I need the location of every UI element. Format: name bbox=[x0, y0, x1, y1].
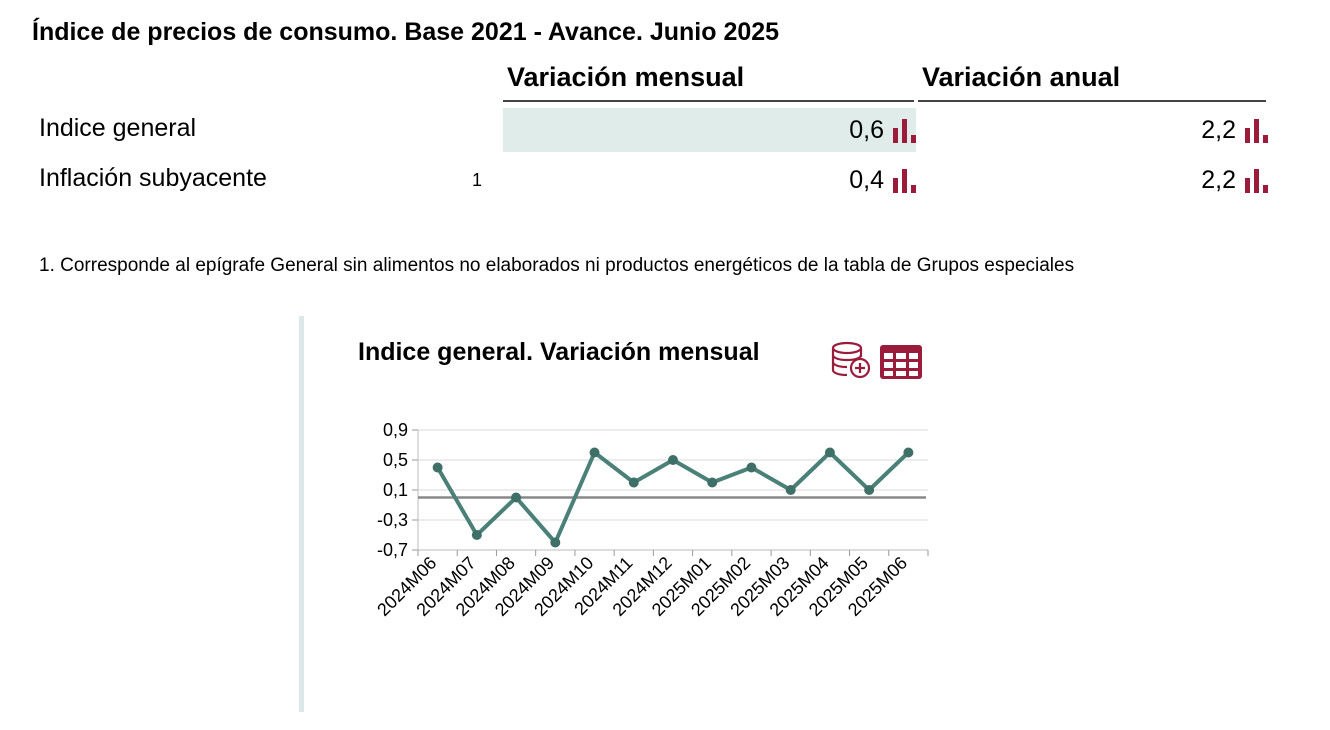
data-point bbox=[746, 462, 757, 473]
data-point bbox=[903, 447, 914, 458]
value-indice-general-mensual: 0,6 bbox=[849, 115, 884, 144]
data-point bbox=[589, 447, 600, 458]
y-tick-label: 0,5 bbox=[383, 450, 408, 470]
data-point bbox=[824, 447, 835, 458]
footnote: 1. Corresponde al epígrafe General sin a… bbox=[39, 255, 1075, 276]
row-label-inflacion-subyacente: Inflación subyacente bbox=[39, 164, 267, 192]
value-inflacion-subyacente-mensual: 0,4 bbox=[849, 165, 884, 194]
y-tick-label: 0,9 bbox=[383, 420, 408, 440]
data-point bbox=[550, 537, 561, 548]
bar-chart-icon[interactable] bbox=[893, 117, 916, 143]
cell-inflacion-subyacente-mensual: 0,4 bbox=[503, 158, 916, 202]
chart-panel-border bbox=[299, 316, 304, 712]
cell-inflacion-subyacente-anual: 2,2 bbox=[918, 158, 1268, 202]
table-icon[interactable] bbox=[879, 344, 923, 380]
line-chart: 0,90,50,1-0,3-0,72024M062024M072024M0820… bbox=[373, 420, 929, 620]
value-inflacion-subyacente-anual: 2,2 bbox=[1201, 165, 1236, 194]
bar-chart-icon[interactable] bbox=[1245, 167, 1268, 193]
data-point bbox=[864, 485, 875, 495]
data-point bbox=[432, 462, 443, 473]
y-tick-label: -0,7 bbox=[377, 540, 408, 560]
page-title: Índice de precios de consumo. Base 2021 … bbox=[32, 18, 780, 46]
column-header-anual: Variación anual bbox=[918, 62, 1266, 102]
y-tick-label: 0,1 bbox=[383, 480, 408, 500]
data-point bbox=[511, 492, 522, 503]
data-point bbox=[628, 477, 639, 488]
data-point bbox=[668, 455, 678, 465]
footnote-ref[interactable]: 1 bbox=[472, 170, 483, 190]
bar-chart-icon[interactable] bbox=[893, 167, 916, 193]
cell-indice-general-mensual: 0,6 bbox=[503, 108, 916, 152]
data-point bbox=[785, 485, 796, 495]
cell-indice-general-anual: 2,2 bbox=[918, 108, 1268, 152]
bar-chart-icon[interactable] bbox=[1245, 117, 1268, 143]
data-point bbox=[707, 477, 718, 488]
value-indice-general-anual: 2,2 bbox=[1201, 115, 1236, 144]
database-add-icon[interactable] bbox=[830, 340, 872, 380]
data-point bbox=[471, 530, 482, 540]
chart-title: Indice general. Variación mensual bbox=[358, 338, 760, 366]
column-header-mensual: Variación mensual bbox=[503, 62, 914, 102]
y-tick-label: -0,3 bbox=[377, 510, 408, 530]
row-label-indice-general: Indice general bbox=[39, 114, 197, 142]
